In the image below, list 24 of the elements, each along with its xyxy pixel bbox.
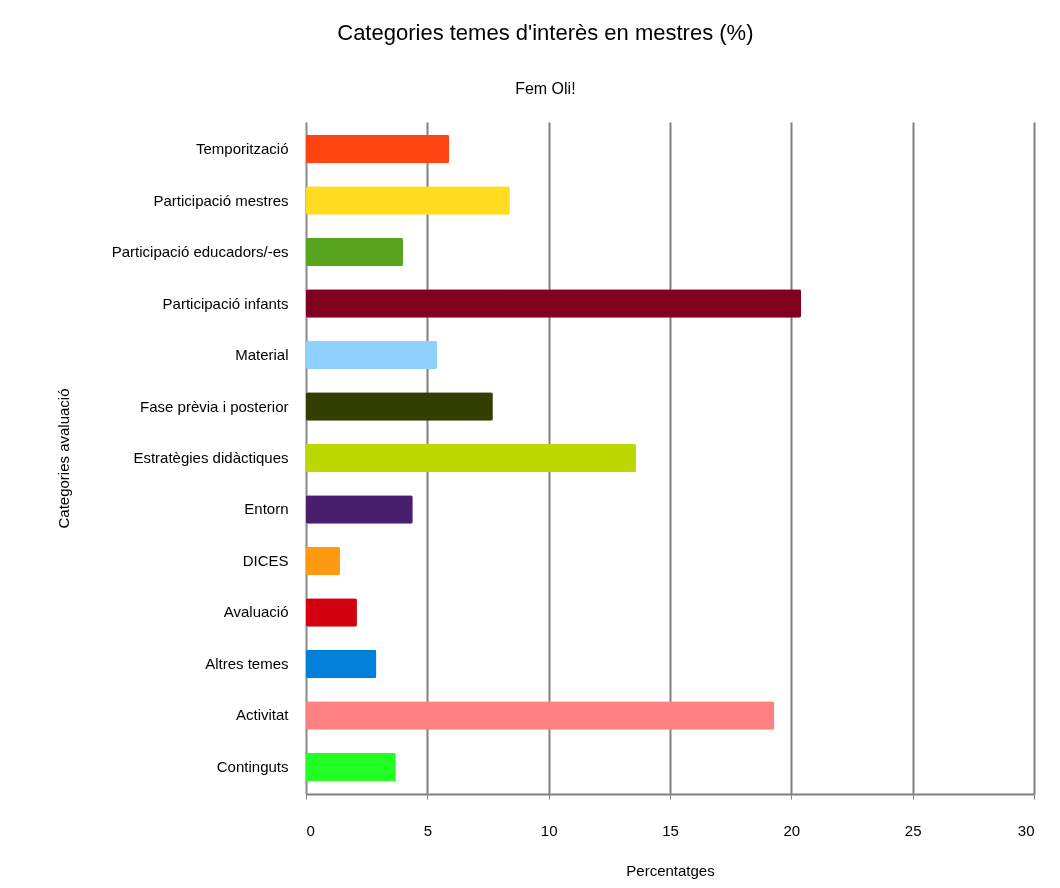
y-tick-label: Participació educadors/-es [111,243,289,261]
x-tick-label: 10 [540,821,558,839]
y-tick-label: Avaluació [223,603,289,621]
x-tick-label: 30 [1017,821,1035,839]
y-tick-label: Temporització [195,140,289,158]
x-tick-label: 5 [423,821,433,839]
chart-title: Categories temes d'interès en mestres (%) [337,20,754,45]
y-tick-label: DICES [242,551,289,569]
y-tick-label: Estratègies didàctiques [133,449,289,466]
y-tick-label: Altres temes [205,654,289,672]
y-tick-label: Activitat [235,706,290,724]
y-tick-label: Continguts [216,757,289,775]
y-tick-label: Material [235,346,289,364]
x-tick-label: 25 [904,821,922,839]
x-tick-label: 0 [306,821,315,839]
x-tick-label: 20 [783,821,801,839]
y-tick-label: Participació infants [162,294,289,312]
y-tick-label: Participació mestres [153,191,289,209]
chart-subtitle: Fem Oli! [515,80,576,97]
y-tick-label: Entorn [244,500,289,518]
x-tick-label: 15 [662,821,679,839]
y-axis-title: Categories avaluació [54,388,72,529]
y-tick-label: Fase prèvia i posterior [140,397,289,415]
x-axis-title: Percentatges [626,861,715,879]
